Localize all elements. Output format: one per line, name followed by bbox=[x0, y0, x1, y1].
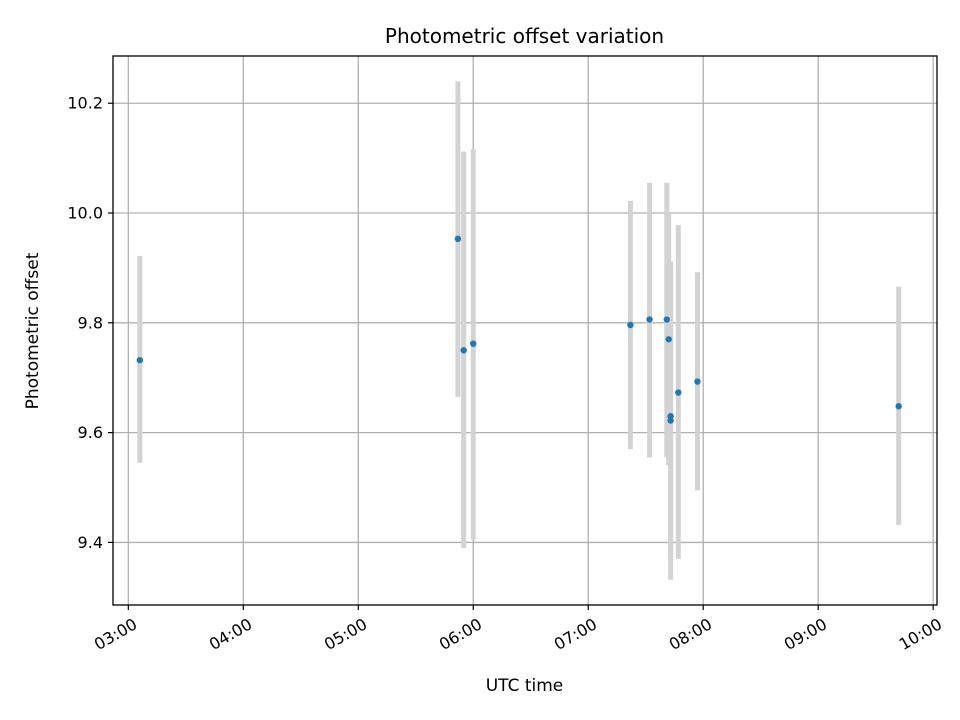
data-point bbox=[460, 347, 467, 354]
y-tick-label: 10.2 bbox=[67, 94, 103, 113]
data-point bbox=[667, 412, 674, 420]
data-point bbox=[895, 403, 902, 410]
data-point bbox=[470, 340, 477, 347]
plot-area-frame bbox=[112, 55, 938, 606]
data-point bbox=[646, 316, 653, 323]
x-axis-title: UTC time bbox=[486, 676, 564, 696]
data-point bbox=[663, 316, 671, 323]
y-tick-label: 9.4 bbox=[78, 533, 103, 552]
y-axis-title: Photometric offset bbox=[23, 252, 43, 409]
y-tick-label: 9.6 bbox=[78, 423, 103, 442]
data-point bbox=[627, 321, 634, 329]
data-point bbox=[136, 356, 144, 364]
data-point bbox=[667, 417, 674, 424]
y-tick-label: 9.8 bbox=[78, 313, 103, 332]
data-point bbox=[675, 389, 682, 396]
y-tick-label: 10.0 bbox=[67, 204, 103, 223]
data-points bbox=[136, 235, 902, 424]
data-point bbox=[694, 378, 701, 385]
chart-title: Photometric offset variation bbox=[385, 24, 664, 48]
y-axis-ticks: 9.4 9.6 9.8 10.0 10.2 bbox=[67, 94, 113, 552]
data-point bbox=[454, 235, 462, 243]
grid-lines bbox=[113, 56, 937, 605]
data-point bbox=[665, 336, 672, 343]
